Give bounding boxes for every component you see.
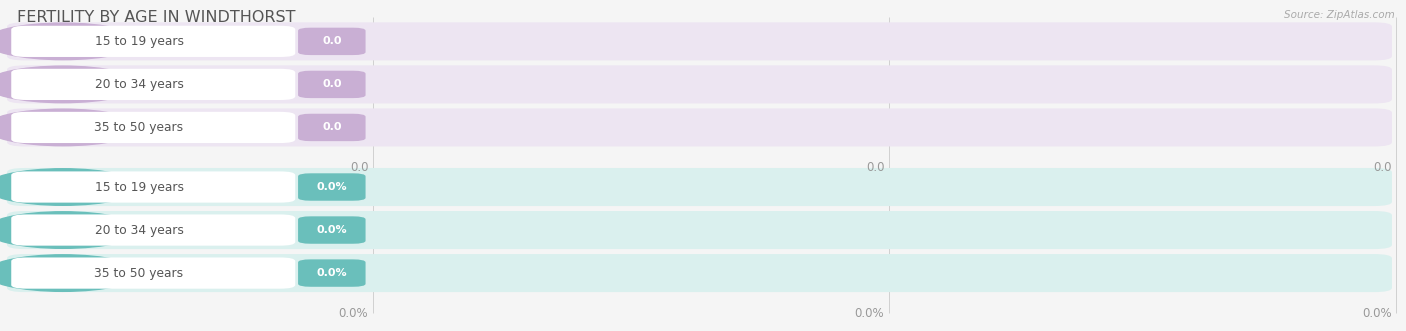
- Text: 0.0%: 0.0%: [316, 182, 347, 192]
- FancyBboxPatch shape: [7, 66, 1392, 103]
- FancyBboxPatch shape: [7, 168, 1392, 206]
- Text: 20 to 34 years: 20 to 34 years: [94, 78, 184, 91]
- Text: 35 to 50 years: 35 to 50 years: [94, 121, 184, 134]
- FancyBboxPatch shape: [298, 173, 366, 201]
- Circle shape: [0, 66, 141, 103]
- FancyBboxPatch shape: [11, 258, 295, 289]
- Text: 0.0: 0.0: [1374, 161, 1392, 174]
- Text: 0.0%: 0.0%: [316, 225, 347, 235]
- Text: 0.0%: 0.0%: [339, 307, 368, 320]
- FancyBboxPatch shape: [298, 28, 366, 55]
- FancyBboxPatch shape: [7, 109, 1392, 146]
- FancyBboxPatch shape: [298, 71, 366, 98]
- FancyBboxPatch shape: [11, 112, 295, 143]
- FancyBboxPatch shape: [11, 26, 295, 57]
- FancyBboxPatch shape: [11, 214, 295, 246]
- FancyBboxPatch shape: [7, 211, 1392, 249]
- Circle shape: [0, 212, 141, 248]
- Circle shape: [0, 109, 141, 146]
- FancyBboxPatch shape: [298, 114, 366, 141]
- Text: Source: ZipAtlas.com: Source: ZipAtlas.com: [1284, 10, 1395, 20]
- Circle shape: [0, 255, 141, 291]
- Text: 15 to 19 years: 15 to 19 years: [94, 35, 184, 48]
- FancyBboxPatch shape: [298, 216, 366, 244]
- FancyBboxPatch shape: [298, 260, 366, 287]
- Circle shape: [0, 169, 141, 205]
- Circle shape: [0, 23, 141, 60]
- FancyBboxPatch shape: [7, 254, 1392, 292]
- Text: 20 to 34 years: 20 to 34 years: [94, 223, 184, 237]
- Text: 0.0: 0.0: [350, 161, 368, 174]
- FancyBboxPatch shape: [7, 23, 1392, 60]
- Text: 0.0%: 0.0%: [855, 307, 884, 320]
- Text: 35 to 50 years: 35 to 50 years: [94, 266, 184, 280]
- FancyBboxPatch shape: [11, 171, 295, 203]
- Text: 15 to 19 years: 15 to 19 years: [94, 180, 184, 194]
- Text: 0.0: 0.0: [322, 122, 342, 132]
- Text: 0.0: 0.0: [322, 79, 342, 89]
- Text: 0.0%: 0.0%: [316, 268, 347, 278]
- FancyBboxPatch shape: [11, 69, 295, 100]
- Text: 0.0%: 0.0%: [1362, 307, 1392, 320]
- Text: FERTILITY BY AGE IN WINDTHORST: FERTILITY BY AGE IN WINDTHORST: [17, 10, 295, 25]
- Text: 0.0: 0.0: [866, 161, 884, 174]
- Text: 0.0: 0.0: [322, 36, 342, 46]
